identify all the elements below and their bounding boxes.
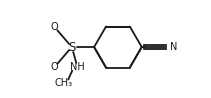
Text: NH: NH	[70, 62, 85, 72]
Text: CH₃: CH₃	[54, 78, 72, 88]
Text: O: O	[50, 22, 58, 32]
Text: O: O	[50, 62, 58, 72]
Text: N: N	[170, 42, 177, 52]
Text: S: S	[69, 41, 76, 54]
